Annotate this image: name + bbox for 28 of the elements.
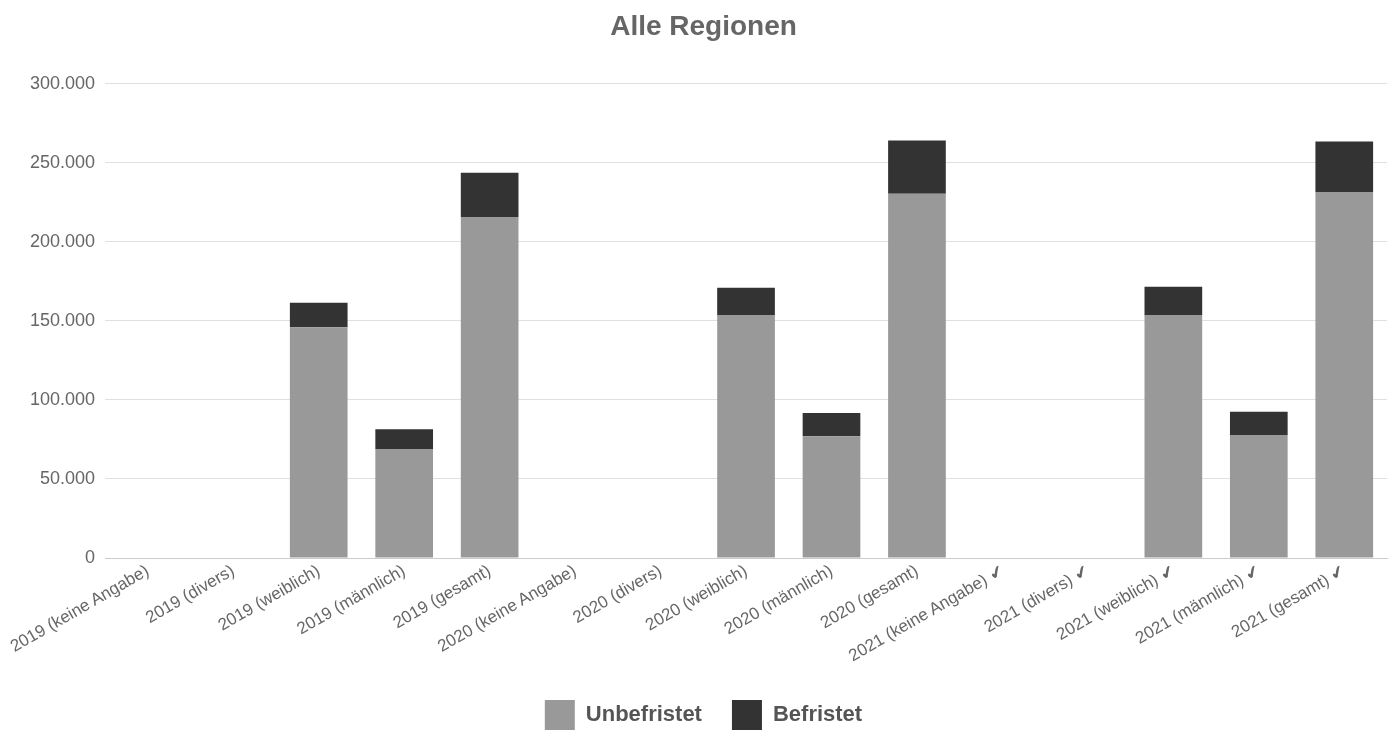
y-tick-label: 50.000: [40, 467, 96, 488]
bar: [717, 287, 775, 316]
bar: [375, 448, 434, 558]
y-tick-label: 200.000: [29, 230, 96, 251]
bar: [460, 172, 519, 217]
bar: [802, 413, 861, 437]
bar: [888, 140, 946, 194]
y-tick-label: 100.000: [29, 388, 96, 409]
bar: [802, 436, 861, 558]
y-tick-label: 0: [85, 547, 96, 568]
bar: [1315, 141, 1374, 193]
bar: [289, 302, 348, 328]
y-tick-label: 300.000: [29, 72, 96, 93]
legend-label: Befristet: [772, 701, 863, 727]
bar: [717, 315, 775, 558]
bar: [1315, 192, 1374, 558]
chart-title: Alle Regionen: [610, 9, 797, 41]
bar: [289, 327, 348, 558]
bar: [1144, 315, 1203, 558]
bar: [375, 429, 434, 449]
legend-label: Unbefristet: [585, 701, 703, 727]
bar: [1144, 286, 1203, 316]
bar: [1229, 435, 1288, 558]
y-tick-label: 250.000: [29, 151, 96, 172]
bar: [1229, 411, 1288, 436]
bar: [460, 216, 519, 558]
y-tick-label: 150.000: [29, 309, 96, 330]
bar: [888, 193, 946, 558]
